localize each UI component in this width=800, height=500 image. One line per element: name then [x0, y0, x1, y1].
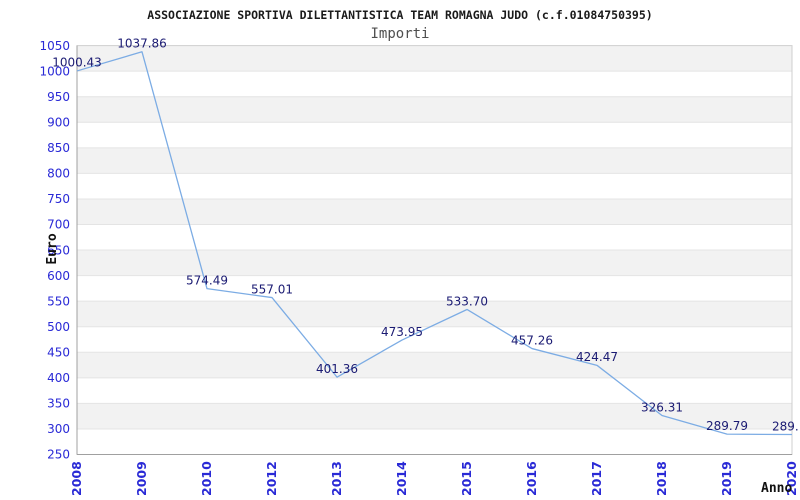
x-tick-label: 2008	[69, 461, 84, 496]
data-point-label: 457.26	[511, 333, 553, 347]
y-tick-label: 550	[47, 294, 70, 308]
x-tick-label: 2014	[394, 461, 409, 496]
y-tick-label: 750	[47, 192, 70, 206]
y-tick-label: 650	[47, 243, 70, 257]
y-tick-label: 850	[47, 141, 70, 155]
x-tick-label: 2016	[524, 461, 539, 496]
y-tick-label: 1000	[39, 64, 70, 78]
x-tick-label: 2013	[329, 461, 344, 496]
grid-band	[77, 198, 792, 225]
data-point-label: 401.36	[316, 362, 358, 376]
chart-subtitle: Importi	[370, 26, 429, 42]
data-point-label: 1000.43	[52, 56, 102, 70]
grid-band	[77, 45, 792, 72]
chart-title: ASSOCIAZIONE SPORTIVA DILETTANTISTICA TE…	[147, 8, 652, 22]
y-tick-label: 300	[47, 422, 70, 436]
data-point-label: 289.1	[772, 419, 800, 433]
data-point-label: 533.70	[446, 294, 488, 308]
grid-band	[77, 403, 792, 429]
x-tick-label: 2015	[459, 461, 474, 496]
plot-dynamic-layer: 250 300 350 400 450 500 550 600 650 700 750 800 850 9…	[39, 37, 800, 496]
y-tick-label: 800	[47, 167, 70, 181]
y-tick-label: 250	[47, 448, 70, 462]
y-axis-title: Euro	[45, 233, 60, 264]
y-tick-label: 700	[47, 218, 70, 232]
x-tick-label: 2009	[134, 461, 149, 496]
y-tick-label: 950	[47, 90, 70, 104]
y-tick-label: 350	[47, 397, 70, 411]
y-tick-label: 600	[47, 269, 70, 283]
grid-band	[77, 96, 792, 123]
x-tick-label: 2018	[654, 461, 669, 496]
y-tick-label: 400	[47, 371, 70, 385]
data-point-label: 1037.86	[117, 37, 167, 51]
grid-band	[77, 301, 792, 327]
y-tick-label: 900	[47, 115, 70, 129]
x-axis-title: Anno	[761, 481, 792, 496]
y-tick-label: 1050	[39, 39, 70, 53]
data-line	[76, 51, 793, 436]
y-tick-label: 500	[47, 320, 70, 334]
x-tick-label: 2017	[589, 461, 604, 496]
data-point-label: 557.01	[251, 282, 293, 296]
y-tick-label: 450	[47, 345, 70, 359]
data-point-label: 289.79	[706, 419, 748, 433]
data-point-label: 574.49	[186, 273, 228, 287]
x-tick-label: 2010	[199, 461, 214, 496]
x-tick-label: 2019	[719, 461, 734, 496]
data-point-label: 424.47	[576, 350, 618, 364]
grid-band	[77, 352, 792, 378]
data-point-label: 326.31	[641, 400, 683, 414]
x-tick-label: 2012	[264, 461, 279, 496]
grid-band	[77, 147, 792, 174]
x-tick-label: 2020	[784, 461, 799, 496]
grid-band	[77, 250, 792, 276]
data-point-label: 473.95	[381, 325, 423, 339]
